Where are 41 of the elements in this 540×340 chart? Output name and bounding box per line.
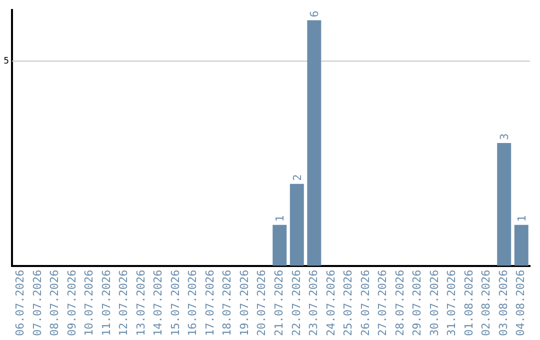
x-tick-label: 17.07.2026 <box>203 270 216 336</box>
x-tick-label: 25.07.2026 <box>342 270 355 336</box>
bar <box>497 143 512 266</box>
x-tick-label: 30.07.2026 <box>428 270 441 336</box>
data-label: 1 <box>515 215 528 222</box>
x-tick-label: 23.07.2026 <box>307 270 320 336</box>
x-tick-label: 09.07.2026 <box>65 270 78 336</box>
x-tick-label: 04.08.2026 <box>514 270 528 336</box>
bar <box>514 224 528 266</box>
x-tick-label: 28.07.2026 <box>393 270 406 336</box>
x-tick-label: 13.07.2026 <box>134 270 148 336</box>
x-tick-label: 10.07.2026 <box>82 270 96 336</box>
data-label: 3 <box>498 133 512 140</box>
x-tick-label: 19.07.2026 <box>238 270 251 336</box>
x-tick-label: 03.08.2026 <box>496 270 510 336</box>
x-tick-label: 29.07.2026 <box>410 270 424 336</box>
ref-line-label: 5 <box>4 56 9 66</box>
bar <box>307 20 322 266</box>
x-tick-label: 16.07.2026 <box>186 270 200 336</box>
x-tick-label: 14.07.2026 <box>152 270 165 336</box>
bar <box>272 224 287 266</box>
x-tick-label: 07.07.2026 <box>30 270 44 336</box>
x-tick-label: 11.07.2026 <box>100 270 113 336</box>
x-tick-label: 26.07.2026 <box>358 270 372 336</box>
data-label: 1 <box>274 215 287 222</box>
x-tick-label: 15.07.2026 <box>168 270 182 336</box>
x-tick-label: 22.07.2026 <box>290 270 303 336</box>
x-tick-label: 01.08.2026 <box>462 270 476 336</box>
x-tick-label: 08.07.2026 <box>48 270 62 336</box>
x-tick-label: 06.07.2026 <box>13 270 26 336</box>
x-tick-label: 24.07.2026 <box>324 270 338 336</box>
bar <box>290 184 304 266</box>
x-tick-label: 31.07.2026 <box>445 270 458 336</box>
x-tick-label: 12.07.2026 <box>117 270 130 336</box>
x-tick-label: 02.08.2026 <box>480 270 493 336</box>
x-tick-label: 27.07.2026 <box>376 270 390 336</box>
x-tick-label: 20.07.2026 <box>255 270 268 336</box>
x-tick-label: 21.07.2026 <box>272 270 286 336</box>
data-label: 2 <box>290 174 304 181</box>
x-tick-label: 18.07.2026 <box>220 270 234 336</box>
data-label: 6 <box>308 10 322 18</box>
